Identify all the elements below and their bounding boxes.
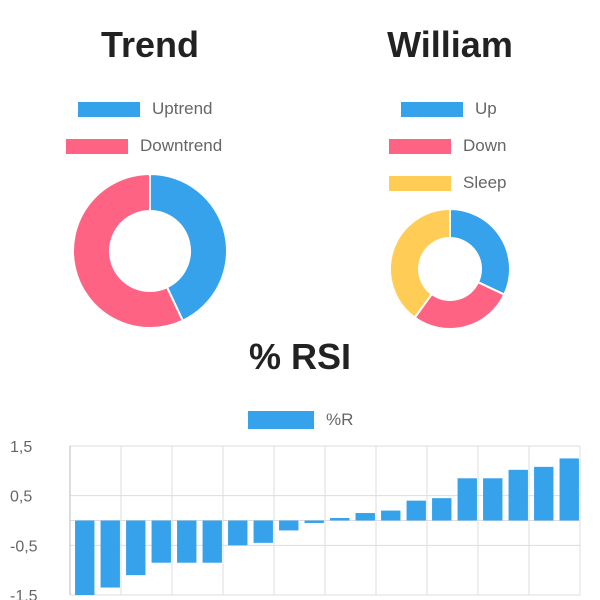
uptrend-swatch <box>78 101 140 117</box>
rsi-bar[interactable] <box>534 466 554 521</box>
up-swatch <box>401 101 463 117</box>
william-legend-label-up: Up <box>475 99 497 118</box>
rsi-bar[interactable] <box>151 520 171 563</box>
william-legend-label-sleep: Sleep <box>463 173 507 192</box>
william-slice-down[interactable] <box>413 280 506 330</box>
rsi-bar[interactable] <box>330 518 350 521</box>
rsi-bar[interactable] <box>304 520 324 523</box>
trend-legend-label-uptrend: Uptrend <box>152 99 213 118</box>
trend-slice-downtrend[interactable] <box>72 172 185 329</box>
rsi-y-tick-label: 1,5 <box>10 439 32 456</box>
rsi-bar[interactable] <box>381 510 401 521</box>
rsi-bar[interactable] <box>457 478 477 521</box>
rsi-bar[interactable] <box>559 458 579 521</box>
down-swatch <box>389 138 451 154</box>
rsi-bar[interactable] <box>202 520 222 563</box>
rsi-bars <box>75 458 579 595</box>
rsi-swatch <box>248 411 314 429</box>
rsi-bar[interactable] <box>355 513 375 521</box>
william-slice-up[interactable] <box>449 207 511 296</box>
trend-slice-uptrend[interactable] <box>149 172 228 323</box>
william-legend-item-sleep[interactable]: Sleep <box>389 173 506 193</box>
rsi-bar[interactable] <box>483 478 503 521</box>
rsi-bar[interactable] <box>177 520 197 563</box>
rsi-legend-item[interactable]: %R <box>248 410 353 430</box>
rsi-bar[interactable] <box>406 500 426 521</box>
william-legend-item-down[interactable]: Down <box>389 136 506 156</box>
trend-legend-label-downtrend: Downtrend <box>140 136 223 155</box>
rsi-gridlines <box>69 445 581 596</box>
rsi-bar[interactable] <box>279 520 299 531</box>
rsi-y-tick-labels: 1,5 0,5 -0,5 -1,5 <box>10 439 38 600</box>
rsi-bar[interactable] <box>508 469 528 521</box>
rsi-bar[interactable] <box>75 520 95 596</box>
rsi-y-tick-label: 0,5 <box>10 489 32 506</box>
sleep-swatch <box>389 175 451 191</box>
trend-chart-title: Trend <box>100 24 199 65</box>
rsi-bar[interactable] <box>228 520 248 546</box>
downtrend-swatch <box>66 138 128 154</box>
william-slice-sleep[interactable] <box>389 207 451 319</box>
william-chart-title: William <box>387 24 513 65</box>
trend-legend-item-downtrend[interactable]: Downtrend <box>66 136 222 156</box>
rsi-y-tick-label: -1,5 <box>10 588 38 600</box>
rsi-y-tick-label: -0,5 <box>10 538 38 555</box>
rsi-bar[interactable] <box>253 520 273 543</box>
rsi-chart-title: % RSI <box>248 336 352 377</box>
rsi-legend-label: %R <box>326 410 354 429</box>
rsi-bar[interactable] <box>432 498 452 521</box>
william-legend-label-down: Down <box>463 136 507 155</box>
rsi-bar[interactable] <box>126 520 146 576</box>
trend-legend-item-uptrend[interactable]: Uptrend <box>78 99 212 119</box>
rsi-bar[interactable] <box>100 520 120 588</box>
william-legend-item-up[interactable]: Up <box>401 99 497 119</box>
trend-slices <box>72 172 511 330</box>
